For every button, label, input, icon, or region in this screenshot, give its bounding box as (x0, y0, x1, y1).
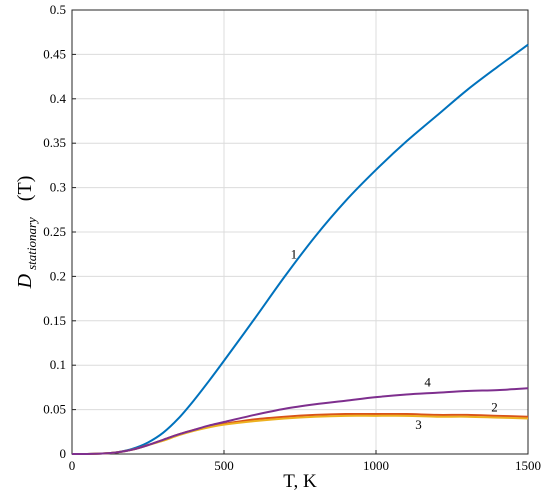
x-axis-title: T, K (283, 471, 317, 492)
curve-labels: 1 2 3 4 (291, 247, 498, 432)
x-tick-label: 1500 (515, 458, 541, 473)
y-tick-label: 0.15 (43, 313, 66, 328)
curve-label-2: 2 (491, 399, 498, 414)
y-tick-label: 0 (60, 446, 67, 461)
y-axis-title: D stationary (T) (14, 176, 40, 290)
y-axis-ticks: 0 0.05 0.1 0.15 0.2 0.25 0.3 0.35 0.4 0.45 0.5 (43, 2, 76, 461)
x-tick-label: 0 (69, 458, 76, 473)
y-tick-label: 0.5 (50, 2, 66, 17)
y-axis-title-unit: (T) (14, 176, 36, 202)
curve-label-1: 1 (291, 247, 298, 262)
y-tick-label: 0.2 (50, 268, 66, 283)
y-tick-label: 0.35 (43, 135, 66, 150)
curve-label-4: 4 (424, 375, 431, 390)
x-axis-ticks: 0 500 1000 1500 (69, 450, 541, 473)
y-tick-label: 0.3 (50, 180, 66, 195)
y-axis-title-subscript: stationary (24, 217, 39, 270)
y-axis-title-main: D (14, 273, 36, 289)
series-line-4 (71, 387, 529, 456)
y-tick-label: 0.1 (50, 357, 66, 372)
y-tick-label: 0.4 (50, 91, 67, 106)
curve-label-3: 3 (415, 417, 422, 432)
y-tick-label: 0.25 (43, 224, 66, 239)
y-tick-label: 0.05 (43, 402, 66, 417)
series-group (71, 43, 529, 456)
x-tick-label: 500 (214, 458, 234, 473)
x-tick-label: 1000 (363, 458, 389, 473)
y-tick-label: 0.45 (43, 46, 66, 61)
